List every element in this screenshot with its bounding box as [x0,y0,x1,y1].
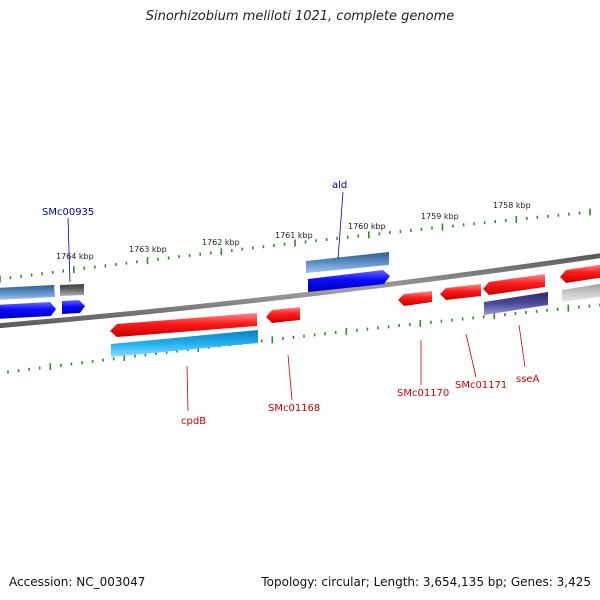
gene-feature-cpdb[interactable] [111,330,258,357]
map-title: Sinorhizobium meliloti 1021, complete ge… [145,9,455,24]
gene-feature-ssea[interactable] [484,292,548,315]
forward-genes [0,252,390,319]
tick-track-lower [7,303,600,374]
cds-feature[interactable] [560,264,600,283]
tick-label: 1764 kbp [56,252,94,261]
tick-label: 1759 kbp [421,212,459,221]
gene-label-smc00935[interactable]: SMc00935 [42,207,94,218]
genome-backbone [0,253,600,329]
cds-feature-smc01171[interactable] [440,284,481,300]
tick-label: 1761 kbp [275,231,313,240]
cds-feature[interactable] [0,302,56,319]
tick-label: 1762 kbp [202,238,240,247]
gene-label-ald[interactable]: ald [332,180,347,191]
gene-feature-smc00935[interactable] [60,284,84,296]
leader-line [186,365,189,412]
gene-feature-ald[interactable] [306,252,389,273]
gene-label-ssea[interactable]: sseA [516,374,540,385]
gene-label-smc01170[interactable]: SMc01170 [397,388,449,399]
cds-feature-ssea[interactable] [483,274,545,295]
cds-feature-smc01168[interactable] [266,307,300,323]
label-leaders [67,191,526,412]
leader-line [67,217,71,283]
gene-label-cpdb[interactable]: cpdB [181,416,206,427]
gene-feature[interactable] [562,283,600,302]
genome-summary-text: Topology: circular; Length: 3,654,135 bp… [261,575,591,589]
leader-line [518,324,526,368]
tick-track-upper [0,208,591,283]
leader-line [465,333,477,378]
tick-label: 1760 kbp [348,222,386,231]
cds-feature-smc01170[interactable] [398,291,432,306]
tick-label: 1758 kbp [493,201,531,210]
accession-text: Accession: NC_003047 [9,575,146,589]
leader-line [287,354,293,401]
cds-feature-cpdb[interactable] [110,313,257,337]
gene-label-smc01168[interactable]: SMc01168 [268,403,320,414]
reverse-genes [110,264,600,357]
cds-feature-ald[interactable] [308,270,390,292]
tick-label: 1763 kbp [129,245,167,254]
gene-feature[interactable] [0,285,55,300]
leader-line [337,191,344,260]
gene-label-smc01171[interactable]: SMc01171 [455,380,507,391]
cds-feature-smc00935[interactable] [62,300,85,314]
